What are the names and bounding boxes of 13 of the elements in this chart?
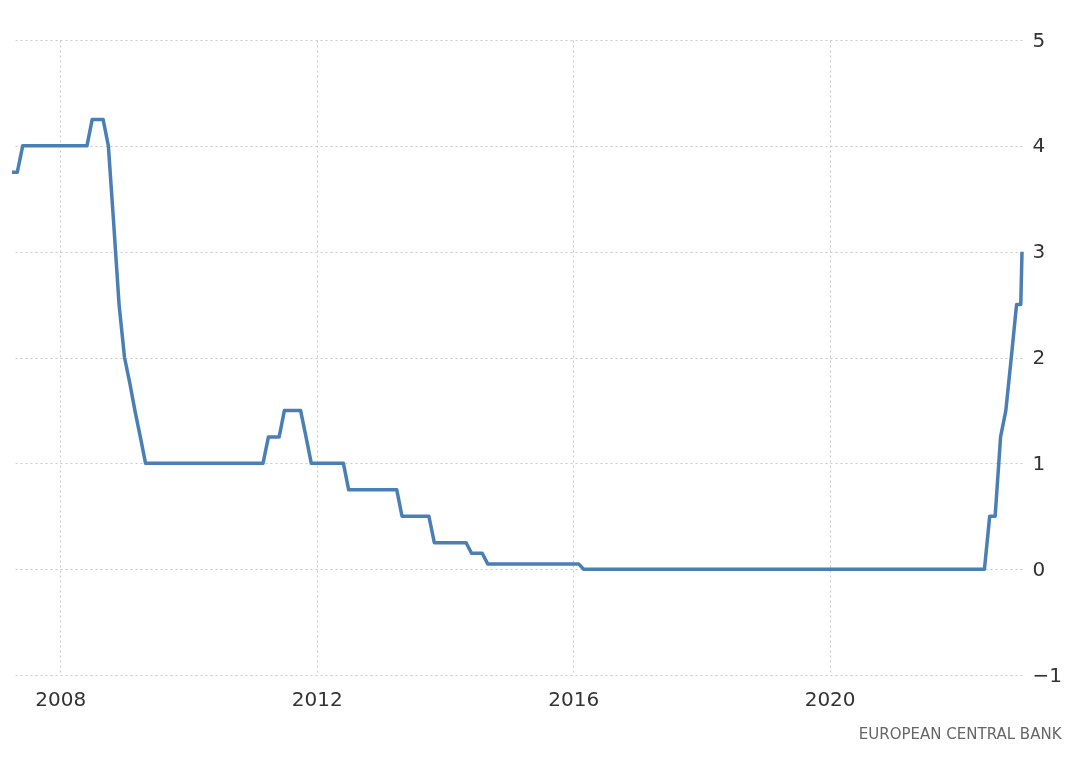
y-tick-label: 3	[1032, 239, 1046, 264]
x-tick-label: 2008	[35, 686, 87, 711]
line-series	[10, 117, 1024, 571]
y-tick-label: 5	[1032, 27, 1046, 52]
y-tick-label: 2	[1032, 345, 1046, 369]
y-tick-label: −1	[1032, 662, 1062, 687]
y-tick-label: 0	[1032, 556, 1046, 581]
x-tick-label: 2020	[804, 686, 856, 711]
y-tick-label: 1	[1032, 450, 1046, 475]
text: EUROPEAN CENTRAL BANK	[858, 725, 1063, 743]
x-tick-label: 2016	[548, 686, 600, 711]
x-tick-label: 2012	[291, 686, 343, 711]
y-tick-label: 4	[1032, 133, 1046, 158]
